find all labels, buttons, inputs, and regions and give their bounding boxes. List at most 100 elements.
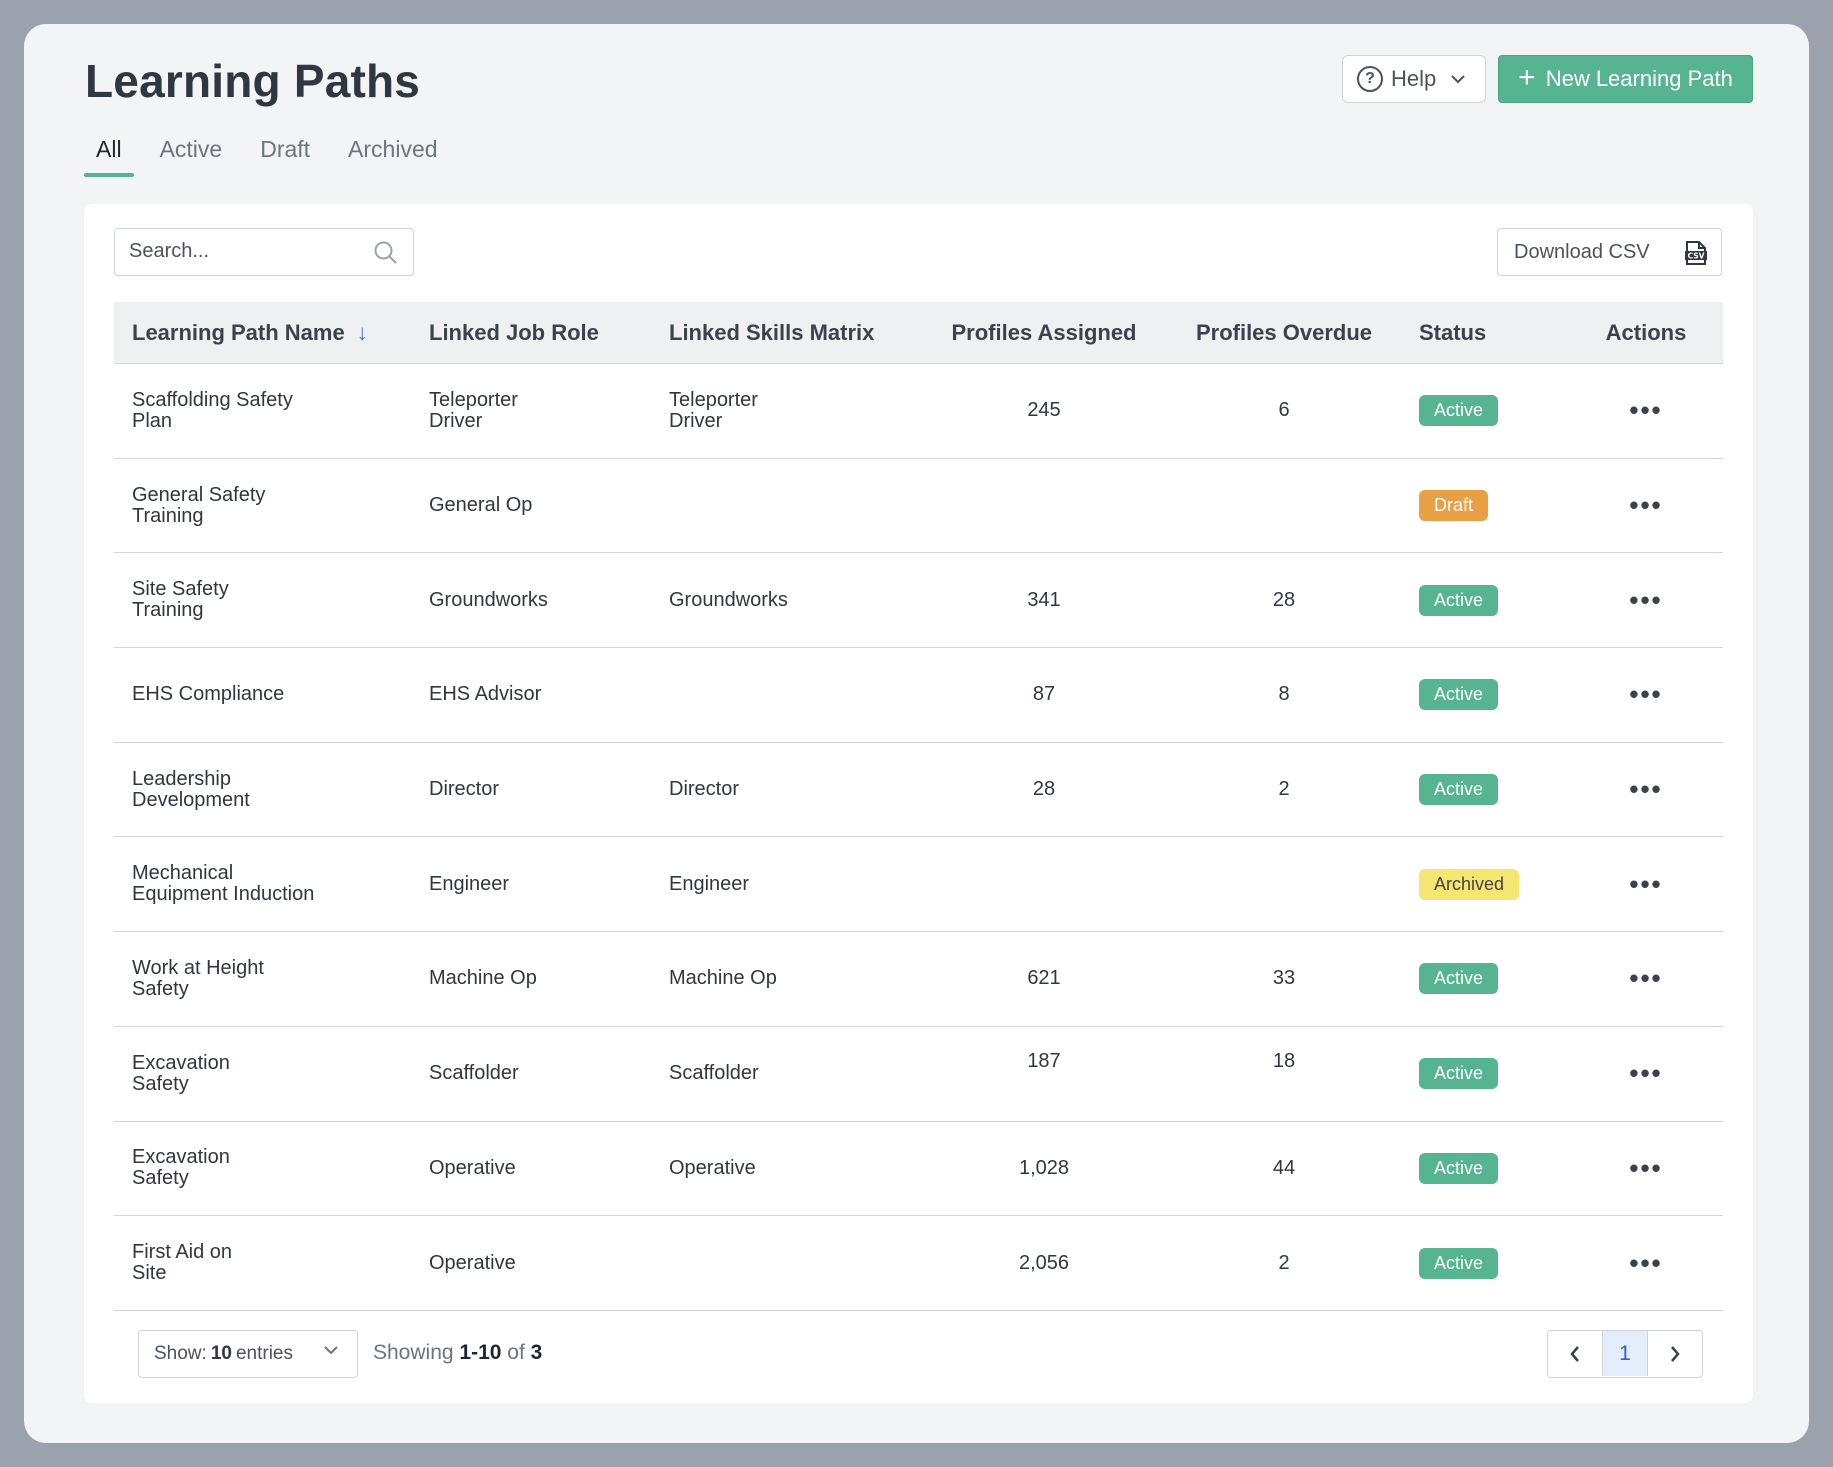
download-csv-button[interactable]: Download CSV CSV <box>1497 228 1722 276</box>
page-number-button[interactable]: 1 <box>1602 1331 1648 1376</box>
col-header-name[interactable]: Learning Path Name ↓ <box>132 319 368 345</box>
tab-active[interactable]: Active <box>159 136 223 162</box>
new-learning-path-button[interactable]: + New Learning Path <box>1498 55 1753 103</box>
table-row[interactable]: Mechanical Equipment Induction Engineer Eng… <box>114 837 1723 933</box>
status-badge: Active <box>1419 963 1499 995</box>
cell-name[interactable]: Site Safety Training <box>132 578 229 622</box>
cell-skills-matrix: Teleporter Driver <box>669 388 758 432</box>
cell-profiles-assigned: 87 <box>1032 683 1056 706</box>
status-badge: Active <box>1419 1058 1499 1090</box>
more-actions-icon[interactable]: ••• <box>1629 774 1663 805</box>
col-header-status[interactable]: Status <box>1419 319 1487 345</box>
cell-name[interactable]: First Aid on Site <box>132 1241 233 1285</box>
cell-status: Draft <box>1419 490 1569 522</box>
col-header-profiles-assigned[interactable]: Profiles Assigned <box>951 319 1137 345</box>
cell-skills-matrix: Director <box>669 778 740 801</box>
cell-actions: ••• <box>1569 1248 1723 1279</box>
cell-name[interactable]: Work at Height Safety <box>132 956 264 1000</box>
cell-status: Active <box>1419 395 1569 427</box>
cell-actions: ••• <box>1569 869 1723 900</box>
cell-status: Active <box>1419 1152 1569 1184</box>
cell-job-role: Groundworks <box>429 588 548 611</box>
cell-name[interactable]: General Safety Training <box>132 483 266 527</box>
cell-actions: ••• <box>1569 679 1723 710</box>
more-actions-icon[interactable]: ••• <box>1629 584 1663 615</box>
table-row[interactable]: Work at Height Safety Machine Op Machine Op… <box>114 932 1723 1027</box>
next-page-button[interactable] <box>1648 1331 1702 1376</box>
cell-status: Active <box>1419 584 1569 616</box>
app-window: Learning Paths ? Help + New Learning Pat… <box>24 24 1809 1443</box>
cell-profiles-assigned: 28 <box>1032 778 1056 801</box>
cell-profiles-overdue: 2 <box>1278 1251 1290 1274</box>
tab-all[interactable]: All <box>84 136 134 177</box>
show-value: 10 <box>210 1343 232 1364</box>
more-actions-icon[interactable]: ••• <box>1629 1058 1663 1089</box>
chevron-left-icon <box>1570 1345 1579 1362</box>
status-badge: Active <box>1419 1152 1499 1184</box>
learning-paths-card: Download CSV CSV Learning Path Name↓ Lin… <box>84 204 1753 1403</box>
table-row[interactable]: Excavation Safety Scaffolder Scaffolder 187 1… <box>114 1027 1723 1122</box>
table-row[interactable]: Site Safety Training Groundworks Groundwork… <box>114 553 1723 649</box>
cell-status: Active <box>1419 1058 1569 1090</box>
cell-job-role: Operative <box>429 1251 516 1274</box>
cell-job-role: Teleporter Driver <box>429 388 518 432</box>
cell-job-role: General Op <box>429 494 533 517</box>
chevron-down-icon <box>324 1346 338 1355</box>
tab-draft[interactable]: Draft <box>260 136 311 162</box>
more-actions-icon[interactable]: ••• <box>1629 490 1663 521</box>
table-row[interactable]: EHS Compliance EHS Advisor 87 8 Active ••• <box>114 648 1723 743</box>
prev-page-button[interactable] <box>1548 1331 1602 1376</box>
table-row[interactable]: Leadership Development Director Director 28 2… <box>114 743 1723 838</box>
cell-skills-matrix: Machine Op <box>669 967 777 990</box>
table-row[interactable]: Excavation Safety Operative Operative 1,028 4… <box>114 1122 1723 1217</box>
cell-actions: ••• <box>1569 585 1723 616</box>
cell-job-role: Director <box>429 778 500 801</box>
cell-job-role: EHS Advisor <box>429 683 542 706</box>
help-icon: ? <box>1357 66 1383 92</box>
cell-skills-matrix: Operative <box>669 1156 756 1179</box>
cell-skills-matrix: Groundworks <box>669 588 788 611</box>
cell-status: Active <box>1419 679 1569 711</box>
cell-name[interactable]: EHS Compliance <box>132 683 285 706</box>
table-row[interactable]: Scaffolding Safety Plan Teleporter Driver Te… <box>114 364 1723 459</box>
new-learning-path-label: New Learning Path <box>1545 66 1733 91</box>
tab-archived[interactable]: Archived <box>348 136 438 162</box>
more-actions-icon[interactable]: ••• <box>1629 1152 1663 1183</box>
table-header: Learning Path Name ↓ Linked Job Role Link… <box>114 302 1723 364</box>
cell-profiles-assigned: 245 <box>1027 399 1061 422</box>
search-box <box>114 228 414 276</box>
plus-icon: + <box>1518 60 1536 94</box>
status-badge: Active <box>1419 1247 1499 1279</box>
cell-name[interactable]: Mechanical Equipment Induction <box>132 862 315 906</box>
cell-name[interactable]: Excavation Safety <box>132 1146 230 1190</box>
more-actions-icon[interactable]: ••• <box>1629 1247 1663 1278</box>
cell-name[interactable]: Leadership Development <box>132 767 250 811</box>
more-actions-icon[interactable]: ••• <box>1629 963 1663 994</box>
cell-name[interactable]: Excavation Safety <box>132 1051 230 1095</box>
svg-text:CSV: CSV <box>1688 252 1705 261</box>
table-row[interactable]: General Safety Training General Op Draft ••• <box>114 459 1723 554</box>
status-badge: Archived <box>1419 868 1520 900</box>
help-button[interactable]: ? Help <box>1342 55 1486 103</box>
more-actions-icon[interactable]: ••• <box>1629 679 1663 710</box>
cell-actions: ••• <box>1569 1153 1723 1184</box>
col-header-skills-matrix[interactable]: Linked Skills Matrix <box>669 319 875 345</box>
cell-name[interactable]: Scaffolding Safety Plan <box>132 388 293 432</box>
search-input[interactable] <box>115 229 355 273</box>
entries-per-page-select[interactable]: Show: 10 entries <box>138 1330 358 1378</box>
more-actions-icon[interactable]: ••• <box>1629 395 1663 426</box>
page-title: Learning Paths <box>85 55 421 107</box>
more-actions-icon[interactable]: ••• <box>1629 868 1663 899</box>
col-header-job-role[interactable]: Linked Job Role <box>429 319 599 345</box>
search-icon[interactable] <box>373 240 399 266</box>
cell-status: Active <box>1419 1247 1569 1279</box>
status-badge: Draft <box>1419 490 1489 522</box>
cell-actions: ••• <box>1569 1058 1723 1089</box>
sort-descending-icon[interactable]: ↓ <box>356 319 368 345</box>
cell-profiles-assigned: 341 <box>1027 588 1061 611</box>
cell-profiles-assigned: 1,028 <box>1018 1156 1070 1179</box>
cell-status: Active <box>1419 774 1569 806</box>
cell-profiles-overdue: 18 <box>1272 1050 1296 1073</box>
table-row[interactable]: First Aid on Site Operative 2,056 2 Active ••• <box>114 1216 1723 1311</box>
col-header-profiles-overdue[interactable]: Profiles Overdue <box>1195 319 1373 345</box>
